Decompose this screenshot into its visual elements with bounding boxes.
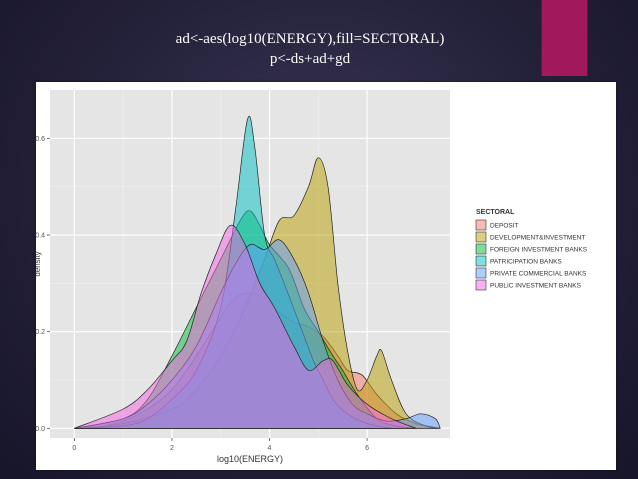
y-axis-label: density [36,251,42,276]
x-axis-label: log10(ENERGY) [217,454,283,464]
y-tick-label: 0.6 [36,136,45,143]
legend-swatch [475,243,487,255]
x-tick-label: 2 [170,445,174,452]
accent-bar [541,0,588,76]
slide-title-line1: ad<-aes(log10(ENERGY),fill=SECTORAL) [175,31,445,47]
legend-swatch [475,267,487,279]
legend-swatch [475,255,487,267]
density-area-6 [74,224,417,429]
y-tick-label: 0.2 [36,329,45,336]
x-tick-label: 4 [268,445,272,452]
x-tick-label: 6 [365,445,369,452]
legend-label: DEPOSIT [490,223,519,230]
legend-label: PATRICIPATION BANKS [490,259,562,266]
legend-label: DEVELOPMENT&INVESTMENT [490,235,585,242]
legend-label: PRIVATE COMMERCIAL BANKS [490,271,587,278]
density-chart: 0 2 4 6 0.0 0.2 0.4 0.6 log10(ENERGY) density S… [36,90,588,464]
legend-swatch [475,219,487,231]
y-tick-label: 0.4 [36,233,45,240]
y-tick-label: 0.0 [36,426,45,433]
legend: SECTORAL DEPOSIT DEVELOPMENT&INVESTMENT FOR… [475,209,588,291]
legend-swatch [475,279,487,291]
legend-label: PUBLIC INVESTMENT BANKS [490,283,582,290]
x-tick-label: 0 [72,445,76,452]
slide-title-line2: p<-ds+ad+gd [269,51,351,67]
legend-title: SECTORAL [476,209,515,216]
legend-label: FOREIGN INVESTMENT BANKS [490,247,588,254]
chart-panel: 0 2 4 6 0.0 0.2 0.4 0.6 log10(ENERGY) density S… [36,82,616,470]
legend-swatch [475,231,487,243]
